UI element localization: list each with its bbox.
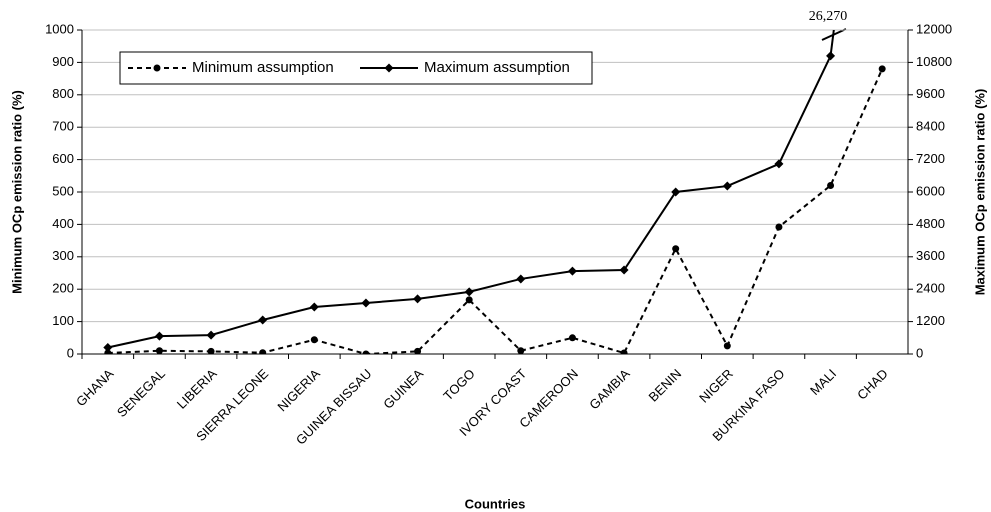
marker xyxy=(155,347,163,354)
marker xyxy=(827,182,835,190)
y2-tick-label: 0 xyxy=(916,345,923,360)
marker xyxy=(517,347,525,354)
x-tick-label: GAMBIA xyxy=(586,366,633,413)
x-axis-title: Countries xyxy=(465,496,526,511)
marker xyxy=(259,349,267,354)
marker xyxy=(361,298,371,308)
y-tick-label: 0 xyxy=(67,345,74,360)
marker xyxy=(619,265,629,275)
marker xyxy=(568,334,576,342)
y2-tick-label: 8400 xyxy=(916,119,945,134)
y-tick-label: 300 xyxy=(52,248,74,263)
y-tick-label: 900 xyxy=(52,54,74,69)
y-tick-label: 600 xyxy=(52,151,74,166)
y-tick-label: 1000 xyxy=(45,21,74,36)
plot-area xyxy=(103,30,886,354)
marker xyxy=(567,266,577,276)
marker xyxy=(671,187,681,197)
y2-axis-title: Maximum OCp emission ratio (%) xyxy=(972,89,987,296)
series-line xyxy=(107,30,835,349)
y2-tick-label: 1200 xyxy=(916,313,945,328)
x-tick-label: GHANA xyxy=(73,366,117,410)
legend-label: Minimum assumption xyxy=(192,59,334,76)
y2-tick-label: 6000 xyxy=(916,183,945,198)
legend-label: Maximum assumption xyxy=(424,59,570,76)
marker xyxy=(775,223,783,231)
y-axis-title: Minimum OCp emission ratio (%) xyxy=(9,90,24,294)
x-tick-label: TOGO xyxy=(440,366,478,404)
x-tick-label: NIGER xyxy=(696,366,736,406)
y-tick-label: 700 xyxy=(52,119,74,134)
legend-marker xyxy=(384,63,394,73)
x-tick-label: MALI xyxy=(807,366,839,398)
marker xyxy=(207,347,215,354)
y2-tick-label: 10800 xyxy=(916,54,952,69)
y-tick-label: 200 xyxy=(52,281,74,296)
marker xyxy=(722,181,732,191)
marker xyxy=(413,294,423,304)
y-tick-label: 400 xyxy=(52,216,74,231)
marker xyxy=(672,245,680,253)
annotation: 26,270 xyxy=(809,9,848,24)
marker xyxy=(774,159,784,169)
y2-tick-label: 12000 xyxy=(916,21,952,36)
y2-tick-label: 4800 xyxy=(916,216,945,231)
marker xyxy=(414,347,422,354)
marker xyxy=(620,349,628,354)
y2-tick-label: 9600 xyxy=(916,86,945,101)
marker xyxy=(154,331,164,341)
marker xyxy=(878,65,886,73)
marker xyxy=(516,274,526,284)
x-tick-label: LIBERIA xyxy=(174,366,220,412)
x-tick-label: BENIN xyxy=(646,366,685,405)
y-tick-label: 500 xyxy=(52,183,74,198)
x-tick-label: CHAD xyxy=(854,366,891,403)
marker xyxy=(464,287,474,297)
legend-box xyxy=(119,51,593,85)
x-tick-label: SENEGAL xyxy=(114,366,168,420)
series-line xyxy=(107,68,884,354)
x-tick-label: GUINEA xyxy=(380,366,426,412)
marker xyxy=(206,330,216,340)
y2-tick-label: 2400 xyxy=(916,281,945,296)
marker xyxy=(826,51,836,61)
legend-marker xyxy=(153,64,161,72)
marker xyxy=(723,342,731,350)
marker xyxy=(362,350,370,354)
marker xyxy=(309,302,319,312)
y2-tick-label: 3600 xyxy=(916,248,945,263)
y-tick-label: 800 xyxy=(52,86,74,101)
marker xyxy=(103,343,113,353)
marker xyxy=(465,296,473,304)
marker xyxy=(310,336,318,344)
y-tick-label: 100 xyxy=(52,313,74,328)
x-tick-label: NIGERIA xyxy=(274,366,323,415)
y2-tick-label: 7200 xyxy=(916,151,945,166)
marker xyxy=(258,315,268,325)
